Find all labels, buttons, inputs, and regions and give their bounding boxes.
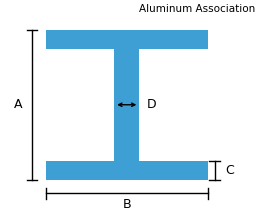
Text: A: A: [14, 98, 23, 111]
Text: C: C: [225, 164, 234, 177]
Bar: [46, 161, 208, 180]
Bar: [114, 49, 139, 161]
Text: Aluminum Association: Aluminum Association: [139, 4, 255, 14]
Text: D: D: [147, 98, 156, 111]
Text: B: B: [122, 198, 131, 211]
Bar: [46, 30, 208, 49]
